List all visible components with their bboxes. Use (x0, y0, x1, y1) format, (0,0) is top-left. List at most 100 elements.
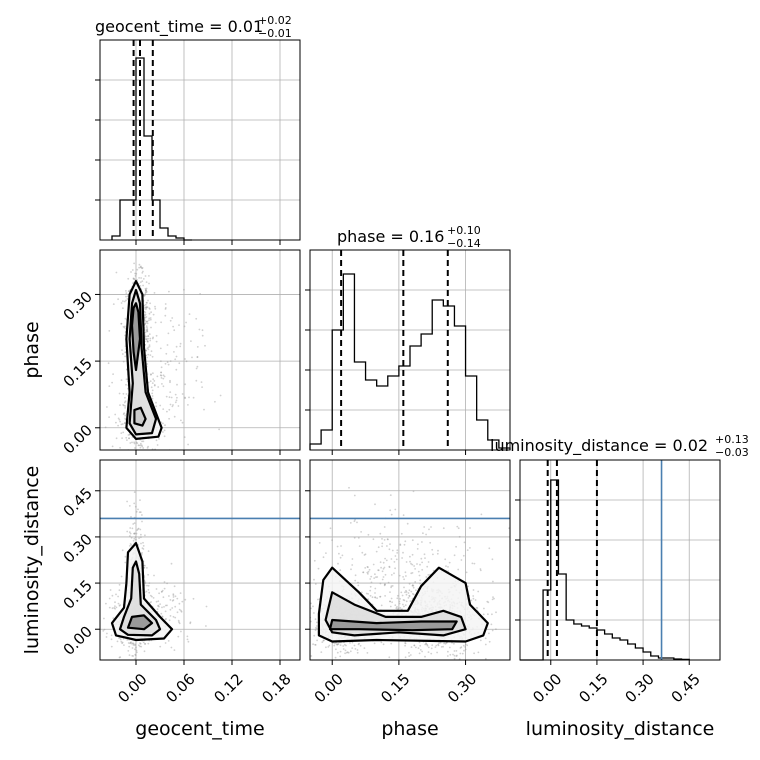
sample-point (443, 642, 445, 645)
sample-point (195, 379, 198, 382)
sample-point (473, 562, 476, 565)
sample-point (115, 437, 118, 440)
sample-point (405, 589, 407, 592)
sample-point (362, 571, 365, 574)
sample-point (196, 464, 198, 466)
sample-point (146, 340, 149, 342)
sample-point (118, 392, 121, 395)
sample-point (120, 575, 123, 578)
sample-point (151, 355, 154, 358)
sample-point (136, 651, 138, 654)
sample-point (162, 431, 164, 433)
sample-point (351, 564, 354, 566)
sample-point (403, 586, 405, 589)
sample-point (442, 527, 445, 530)
sample-point (172, 596, 175, 598)
sample-point (384, 573, 387, 576)
xtick-label-geocent-time-0: 0.00 (114, 670, 150, 706)
sample-point (108, 416, 110, 418)
sample-point (127, 290, 130, 293)
sample-point (484, 657, 487, 660)
sample-point (349, 522, 352, 524)
sample-point (314, 627, 317, 629)
sample-point (164, 642, 167, 644)
sample-point (351, 558, 354, 560)
sample-point (374, 592, 376, 594)
sample-point (146, 320, 148, 323)
sample-point (173, 351, 175, 353)
sample-point (466, 644, 469, 647)
sample-point (139, 499, 141, 501)
sample-point (129, 442, 132, 444)
sample-point (469, 547, 471, 549)
sample-point (140, 444, 143, 447)
sample-point (164, 362, 167, 365)
sample-point (139, 266, 142, 268)
sample-point (145, 281, 148, 283)
sample-point (411, 584, 414, 587)
sample-point (118, 637, 120, 640)
sample-point (413, 644, 416, 647)
histogram-phase (309, 273, 511, 450)
sample-point (440, 646, 443, 648)
sample-point (178, 608, 181, 611)
sample-point (153, 384, 156, 386)
sample-point (153, 292, 156, 294)
sample-point (460, 559, 463, 561)
sample-point (149, 317, 152, 319)
sample-point (155, 401, 157, 404)
sample-point (125, 393, 128, 395)
sample-point (328, 644, 331, 647)
sample-point (419, 644, 422, 647)
sample-point (477, 651, 480, 654)
sample-point (351, 641, 354, 644)
sample-point (447, 650, 449, 653)
sample-point (146, 329, 149, 331)
sample-point (169, 599, 172, 601)
sample-point (354, 579, 357, 582)
sample-point (139, 698, 141, 700)
sample-point (490, 623, 493, 626)
sample-point (144, 582, 147, 585)
scatter-panel-phase-vs-luminosity-distance (304, 459, 511, 665)
sample-point (304, 512, 306, 514)
sample-point (144, 319, 146, 322)
sample-point (358, 545, 361, 547)
sample-point (317, 567, 320, 570)
sample-point (379, 532, 382, 535)
sample-point (129, 535, 131, 537)
sample-point (455, 545, 457, 548)
sample-point (137, 528, 139, 530)
sample-point (379, 595, 382, 598)
sample-point (396, 594, 399, 597)
sample-point (390, 586, 392, 589)
sample-point (465, 571, 468, 574)
sample-point (152, 372, 154, 375)
sample-point (151, 337, 154, 340)
sample-point (104, 426, 107, 429)
sample-point (384, 557, 386, 560)
sample-point (153, 380, 156, 382)
sample-point (106, 632, 108, 635)
sample-point (391, 549, 394, 552)
sample-point (408, 582, 411, 585)
sample-point (129, 475, 131, 477)
sample-point (148, 312, 151, 315)
sample-point (142, 545, 145, 547)
sample-point (171, 607, 174, 609)
sample-point (462, 644, 465, 647)
sample-point (404, 642, 406, 644)
sample-point (192, 396, 195, 399)
sample-point (175, 355, 178, 358)
sample-point (121, 641, 124, 644)
sample-point (425, 643, 428, 645)
sample-point (135, 538, 137, 541)
sample-point (367, 573, 369, 575)
sample-point (142, 270, 144, 273)
sample-point (127, 434, 130, 436)
sample-point (322, 639, 325, 642)
sample-point (179, 592, 182, 594)
sample-point (160, 371, 162, 374)
sample-point (402, 576, 404, 578)
ytick-label-phase-2: 0.30 (60, 288, 96, 324)
